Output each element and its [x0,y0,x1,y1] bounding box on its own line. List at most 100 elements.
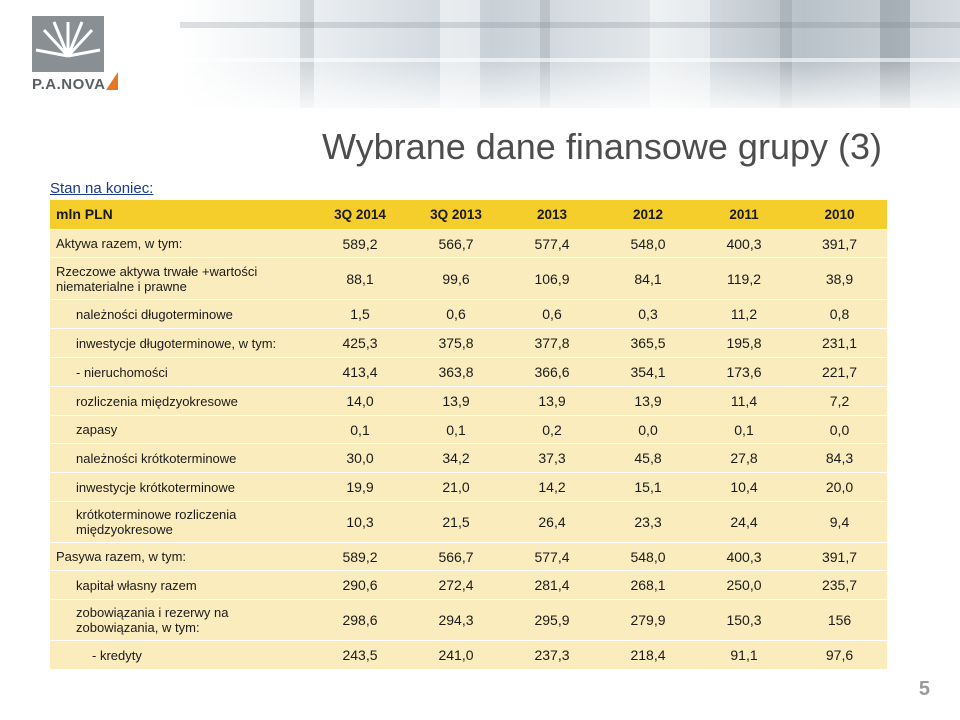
table-cell: 272,4 [438,577,474,593]
table-cell: 0,2 [542,421,562,438]
table-row: należności długoterminowe 1,5 0,6 0,6 0,3 11,… [50,300,887,329]
table-cell: 27,8 [730,450,758,466]
table-header-cell: 2011 [729,207,759,222]
table-cell: 30,0 [346,450,374,466]
table-cell: 1,5 [350,306,370,322]
table-row: - kredyty 243,5 241,0 237,3 218,4 91,1 97,6 [50,641,887,670]
table-cell: 15,1 [634,479,662,495]
row-label: zobowiązania i rezerwy na zobowiązania, … [76,605,229,635]
table-cell: 0,0 [638,421,658,438]
table-cell: 589,2 [342,235,378,252]
table-cell: 11,2 [730,306,758,322]
table-row: należności krótkoterminowe 30,0 34,2 37,3 45… [50,444,887,473]
table-cell: 218,4 [630,647,666,663]
table-cell: 9,4 [829,514,850,530]
table-cell: 0,8 [829,306,850,322]
table-cell: 577,4 [534,235,570,252]
table-cell: 88,1 [346,270,374,287]
table-cell: 195,8 [726,335,762,351]
table-cell: 21,5 [442,514,470,530]
table-header-cell: 3Q 2014 [334,207,386,222]
table-header-row: mln PLN 3Q 2014 3Q 2013 2013 2012 2011 2… [50,200,887,230]
row-label: - kredyty [92,647,142,663]
table-cell: 11,4 [730,393,758,409]
company-logo: P.A.NOVA [32,16,118,98]
table-cell: 298,6 [342,612,378,628]
table-row: rozliczenia międzyokresowe 14,0 13,9 13,9 13… [50,387,887,416]
table-row: inwestycje długoterminowe, w tym: 425,3 37… [50,329,887,358]
table-cell: 354,1 [630,364,666,380]
table-header-label: mln PLN [56,206,113,222]
logo-accent-icon [106,72,118,90]
table-cell: 37,3 [538,450,566,466]
table-cell: 34,2 [442,450,470,466]
table-cell: 566,7 [438,235,474,252]
table-cell: 173,6 [726,364,762,380]
row-label: należności długoterminowe [76,306,233,322]
table-cell: 84,1 [634,270,662,287]
table-cell: 0,1 [446,421,466,438]
row-label: krótkoterminowe rozliczenia międzyokreso… [76,507,237,537]
table-cell: 10,4 [730,479,758,495]
table-cell: 13,9 [538,393,566,409]
table-cell: 26,4 [538,514,566,530]
table-cell: 45,8 [634,450,662,466]
table-cell: 279,9 [630,612,666,628]
table-cell: 391,7 [821,235,858,252]
table-cell: 413,4 [342,364,378,380]
header-fade [0,60,960,120]
table-header-cell: 2013 [536,207,568,222]
table-cell: 548,0 [630,548,666,565]
table-row: Pasywa razem, w tym: 589,2 566,7 577,4 548,0… [50,543,887,571]
table-cell: 281,4 [534,577,570,593]
table-cell: 0,3 [638,306,658,322]
table-cell: 548,0 [630,235,666,252]
row-label: Aktywa razem, w tym: [56,236,183,251]
slide-subtitle: Stan na koniec: [50,180,154,197]
table-cell: 231,1 [821,335,858,351]
table-cell: 250,0 [726,577,762,593]
table-cell: 23,3 [634,514,662,530]
table-cell: 7,2 [829,393,850,409]
table-cell: 295,9 [534,612,570,628]
financial-data-table: mln PLN 3Q 2014 3Q 2013 2013 2012 2011 2… [50,200,887,670]
table-cell: 97,6 [825,647,854,663]
row-label: kapitał własny razem [76,577,197,593]
row-label: inwestycje długoterminowe, w tym: [76,335,277,351]
table-cell: 400,3 [726,548,762,565]
table-body: Aktywa razem, w tym: 589,2 566,7 577,4 548,0… [50,230,887,670]
table-row: Aktywa razem, w tym: 589,2 566,7 577,4 548,0… [50,230,887,258]
table-header-cell: 2012 [632,207,664,222]
table-cell: 577,4 [534,548,570,565]
table-cell: 425,3 [342,335,378,351]
table-cell: 0,0 [829,421,850,438]
table-row: Rzeczowe aktywa trwałe +wartości niemate… [50,258,887,300]
table-cell: 19,9 [346,479,374,495]
table-cell: 13,9 [442,393,470,409]
table-cell: 150,3 [726,612,762,628]
row-label: zapasy [76,422,118,437]
table-cell: 589,2 [342,548,378,565]
table-cell: 13,9 [634,393,662,409]
table-cell: 235,7 [821,577,858,593]
table-cell: 99,6 [442,270,470,287]
table-cell: 106,9 [534,270,570,287]
table-cell: 156 [827,612,852,628]
table-cell: 294,3 [438,612,474,628]
row-label: - nieruchomości [76,364,168,380]
table-row: - nieruchomości 413,4 363,8 366,6 354,1 173,6… [50,358,887,387]
table-cell: 10,3 [346,514,374,530]
table-header-cell: 3Q 2013 [430,207,482,222]
row-label: Rzeczowe aktywa trwałe +wartości niemate… [56,263,258,294]
table-cell: 84,3 [825,450,854,466]
table-cell: 375,8 [438,335,474,351]
row-label: inwestycje krótkoterminowe [76,479,235,495]
table-cell: 391,7 [821,548,858,565]
table-cell: 241,0 [438,647,474,663]
table-cell: 119,2 [727,270,761,287]
table-cell: 20,0 [825,479,854,495]
table-cell: 38,9 [825,270,854,287]
table-row: zapasy 0,1 0,1 0,2 0,0 0,1 0,0 [50,416,887,444]
table-cell: 0,1 [734,421,754,438]
table-row: zobowiązania i rezerwy na zobowiązania, … [50,600,887,641]
